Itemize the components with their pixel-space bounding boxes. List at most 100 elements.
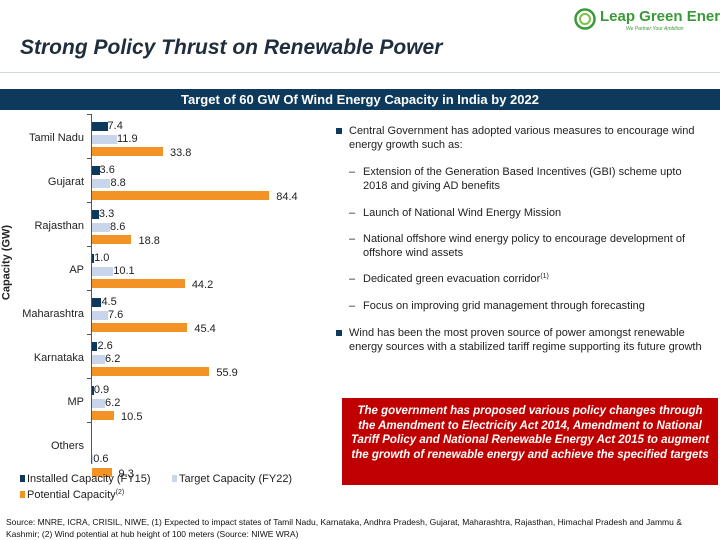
- data-label: 3.3: [98, 208, 115, 220]
- bar-target: [92, 266, 114, 276]
- page-title: Strong Policy Thrust on Renewable Power: [20, 36, 443, 59]
- bullet-text: Central Government has adopted various m…: [349, 125, 695, 151]
- data-label: 11.9: [116, 132, 138, 145]
- sub-bullet-text: Extension of the Generation Based Incent…: [363, 166, 682, 192]
- bar-installed: [92, 342, 98, 351]
- bar-potential: [92, 147, 163, 156]
- data-label: 10.5: [121, 411, 143, 423]
- legend-installed: Installed Capacity (FY15): [20, 473, 151, 485]
- logo-tagline: We Partner Your Ambition: [626, 26, 684, 32]
- sub-bullet-item: – Focus on improving grid management thro…: [349, 299, 709, 313]
- data-label: 10.1: [113, 264, 135, 277]
- swirl-logo-icon: [574, 8, 596, 30]
- data-label: 55.9: [216, 367, 238, 379]
- bar-target: [92, 455, 94, 464]
- bar-target: [92, 178, 111, 188]
- bar-potential: [92, 411, 115, 420]
- legend-target: Target Capacity (FY22): [172, 473, 292, 485]
- data-label: 1.0: [94, 252, 110, 264]
- legend-label: Target Capacity (FY22): [179, 473, 293, 485]
- axis-tick: [87, 290, 91, 291]
- bar-potential: [92, 323, 188, 332]
- sub-bullet-text: National offshore wind energy policy to …: [363, 233, 686, 259]
- square-bullet-icon: [336, 128, 342, 134]
- data-label: 0.9: [93, 384, 110, 396]
- data-label: 2.6: [97, 340, 113, 352]
- data-label: 0.6: [93, 453, 109, 465]
- bar-potential: [92, 191, 270, 200]
- data-label: 84.4: [276, 191, 298, 203]
- axis-tick: [87, 114, 91, 115]
- logo-name: Leap Green Energy: [600, 8, 720, 25]
- bar-installed: [92, 122, 108, 131]
- bar-target: [92, 310, 108, 320]
- bar-potential: [92, 367, 210, 376]
- legend-label: Potential Capacity: [27, 489, 116, 501]
- footnote-ref: (1): [540, 273, 549, 280]
- category-label: Karnataka: [33, 352, 84, 364]
- bar-target: [92, 354, 106, 364]
- data-label: 7.6: [107, 308, 124, 321]
- data-label: 4.5: [101, 296, 117, 308]
- bullet-text: Wind has been the most proven source of …: [349, 327, 702, 353]
- bar-installed: [92, 210, 99, 219]
- bar-installed: [92, 298, 102, 307]
- bar-potential: [92, 467, 112, 477]
- data-label: 9.3: [118, 467, 134, 480]
- sub-bullet-text: Focus on improving grid management throu…: [363, 300, 645, 312]
- sub-bullet-text: Dedicated green evacuation corridor: [363, 273, 541, 285]
- axis-tick: [87, 202, 91, 203]
- bar-potential: [92, 279, 185, 288]
- legend-label: Installed Capacity (FY15): [27, 473, 151, 485]
- sub-bullet-item: – Extension of the Generation Based Incen…: [349, 165, 709, 193]
- y-axis-line: [91, 114, 92, 464]
- category-label: Rajasthan: [34, 220, 84, 232]
- policy-callout-box: The government has proposed various poli…: [342, 398, 718, 485]
- dash-icon: –: [349, 166, 356, 178]
- category-label: Others: [50, 440, 84, 452]
- data-label: 45.4: [194, 323, 216, 335]
- sub-bullet-item: – Dedicated green evacuation corridor(1): [349, 272, 709, 286]
- category-label: AP: [69, 264, 84, 276]
- axis-tick: [87, 246, 91, 247]
- data-label: 8.8: [110, 176, 126, 189]
- legend-swatch: [20, 475, 25, 482]
- axis-tick: [87, 158, 91, 159]
- data-label: 6.2: [105, 396, 121, 409]
- bar-target: [92, 222, 111, 232]
- data-label: 44.2: [191, 279, 214, 291]
- sub-bullet-text: Launch of National Wind Energy Mission: [363, 207, 562, 219]
- axis-tick: [87, 378, 91, 379]
- section-banner: Target of 60 GW Of Wind Energy Capacity …: [0, 89, 720, 110]
- bar-installed: [92, 386, 94, 395]
- data-label: 7.4: [107, 120, 123, 132]
- category-label: Tamil Nadu: [28, 132, 84, 144]
- dash-icon: –: [349, 273, 356, 285]
- legend-superscript: (2): [115, 489, 125, 496]
- bar-potential: [92, 235, 132, 244]
- legend-potential: Potential Capacity(2): [20, 489, 124, 501]
- dash-icon: –: [349, 300, 356, 312]
- sub-bullet-item: – Launch of National Wind Energy Mission: [349, 206, 709, 220]
- bar-installed: [92, 254, 95, 263]
- axis-tick: [87, 334, 91, 335]
- axis-tick: [87, 422, 91, 423]
- data-label: 18.8: [138, 235, 160, 247]
- title-divider: [0, 72, 720, 73]
- dash-icon: –: [349, 207, 356, 219]
- data-label: 3.6: [99, 164, 115, 176]
- legend-swatch: [20, 491, 25, 498]
- category-label: MP: [67, 396, 85, 408]
- capacity-bar-chart: Capacity (GW) Tamil Nadu 7.4 11.9 33.8 Gujar…: [0, 112, 330, 502]
- bullet-item: Central Government has adopted various m…: [336, 124, 712, 152]
- square-bullet-icon: [336, 330, 342, 336]
- dash-icon: –: [349, 233, 356, 245]
- category-label: Maharashtra: [22, 308, 84, 320]
- sub-bullet-item: – National offshore wind energy policy to…: [349, 232, 709, 260]
- legend-swatch: [172, 475, 177, 482]
- bar-installed: [92, 166, 100, 175]
- source-footnote: Source: MNRE, ICRA, CRISIL, NIWE, (1) Ex…: [6, 517, 682, 539]
- y-axis-label: Capacity (GW): [0, 224, 13, 301]
- bar-target: [92, 398, 106, 408]
- data-label: 33.8: [169, 147, 192, 159]
